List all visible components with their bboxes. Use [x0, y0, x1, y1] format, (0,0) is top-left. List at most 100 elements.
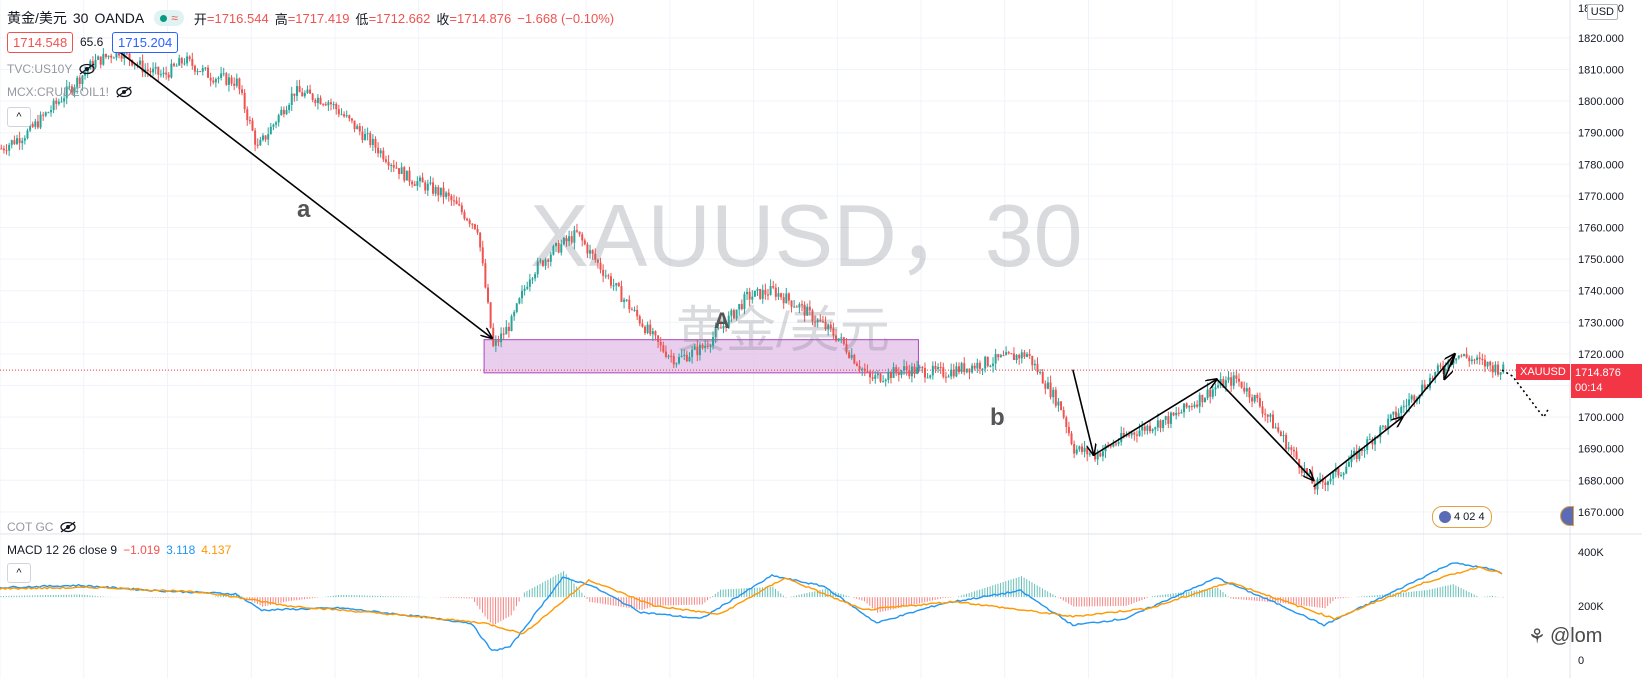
- candle-body: [1402, 406, 1405, 408]
- candle-body: [450, 195, 453, 201]
- candle-body: [1190, 406, 1193, 408]
- delay-icon: ≈: [171, 11, 178, 25]
- candle-body: [13, 140, 16, 144]
- price-tick-label: 1780.000: [1578, 159, 1624, 171]
- indicator-mcx[interactable]: MCX:CRUDEOIL1!: [7, 85, 133, 99]
- interval-label[interactable]: 30: [72, 10, 89, 26]
- candle-body: [112, 57, 115, 59]
- events-badge[interactable]: 4 02 4: [1432, 506, 1492, 528]
- spread-value: 65.6: [80, 35, 104, 49]
- indicator-cot-label: COT GC: [7, 520, 54, 534]
- candle-body: [968, 368, 971, 373]
- candle-body: [780, 293, 783, 298]
- collapse-lower-legend-button[interactable]: ^: [7, 563, 31, 583]
- candle-body: [330, 102, 332, 105]
- candle-body: [1169, 412, 1172, 424]
- candle-body: [269, 126, 272, 135]
- macd-signal-value: 4.137: [201, 543, 232, 557]
- candle-body: [1141, 426, 1144, 431]
- price-tick-label: 1770.000: [1578, 191, 1624, 203]
- candle-body: [840, 337, 843, 339]
- collapse-legend-button[interactable]: ^: [7, 107, 31, 127]
- candle-body: [769, 286, 772, 295]
- candle-body: [1057, 401, 1060, 406]
- candle-body: [871, 377, 874, 379]
- sell-price-box[interactable]: 1714.548: [7, 32, 74, 53]
- candle-body: [261, 135, 264, 140]
- candle-body: [248, 120, 251, 122]
- candle-body: [424, 182, 427, 191]
- candle-body: [411, 181, 414, 185]
- candle-body: [343, 114, 346, 117]
- buy-price-box[interactable]: 1715.204: [112, 32, 179, 53]
- candle-body: [1329, 478, 1332, 482]
- close-label: 收: [436, 11, 450, 27]
- candle-body: [487, 287, 489, 303]
- candle-body: [531, 278, 534, 280]
- candle-body: [1046, 382, 1049, 389]
- candle-body: [678, 356, 681, 364]
- candle-body: [1198, 394, 1201, 407]
- candle-body: [322, 104, 325, 106]
- candle-body: [1277, 427, 1280, 432]
- eye-hidden-icon[interactable]: [115, 86, 133, 98]
- candle-body: [65, 86, 68, 99]
- last-price-tag: 1714.876 00:14: [1571, 364, 1642, 398]
- candle-body: [965, 368, 968, 373]
- candle-body: [107, 55, 110, 57]
- candle-body: [636, 309, 639, 317]
- indicator-macd[interactable]: MACD 12 26 close 9 −1.019 3.118 4.137: [7, 543, 231, 557]
- candle-body: [327, 102, 330, 106]
- event-flag-icon[interactable]: [1560, 506, 1574, 526]
- candle-body: [31, 123, 34, 127]
- candle-body: [70, 86, 73, 93]
- eye-hidden-icon[interactable]: [59, 521, 77, 533]
- candle-body: [238, 78, 241, 90]
- candle-body: [466, 218, 469, 221]
- candle-body: [1455, 358, 1458, 361]
- candle-body: [392, 164, 395, 168]
- eye-hidden-icon[interactable]: [78, 63, 96, 75]
- candle-body: [1154, 427, 1157, 430]
- candle-body: [452, 200, 455, 202]
- candle-body: [863, 368, 866, 372]
- currency-button[interactable]: USD: [1586, 4, 1618, 20]
- indicator-cot[interactable]: COT GC: [7, 520, 77, 534]
- candle-body: [939, 367, 942, 369]
- candle-body: [714, 328, 717, 338]
- candle-body: [1117, 442, 1120, 444]
- candle-body: [1203, 397, 1206, 403]
- indicator-tvc[interactable]: TVC:US10Y: [7, 62, 96, 76]
- candle-body: [479, 232, 482, 248]
- events-label: 4 02 4: [1454, 511, 1485, 523]
- symbol-name[interactable]: 黄金/美元: [7, 10, 67, 26]
- last-price-value: 1714.876: [1575, 367, 1621, 379]
- candle-body: [468, 220, 471, 224]
- candle-body: [1387, 418, 1390, 430]
- candle-body: [1217, 385, 1220, 388]
- candle-body: [157, 66, 160, 75]
- candle-body: [934, 365, 937, 370]
- candle-body: [1211, 389, 1214, 397]
- candle-body: [952, 369, 955, 377]
- price-tick-label: 1740.000: [1578, 286, 1624, 298]
- candle-body: [1374, 437, 1377, 445]
- candle-body: [1287, 447, 1290, 450]
- candle-body: [18, 138, 21, 144]
- candle-body: [706, 345, 709, 347]
- candle-body: [1172, 412, 1175, 416]
- candle-body: [832, 328, 835, 336]
- candle-body: [42, 114, 45, 116]
- candle-body: [97, 56, 100, 60]
- market-status-icon[interactable]: ≈: [154, 10, 184, 26]
- wave-arrow: [1313, 417, 1403, 488]
- candle-body: [510, 316, 513, 332]
- candle-body: [777, 293, 780, 297]
- candle-body: [764, 289, 767, 295]
- candle-body: [458, 204, 461, 206]
- candle-body: [94, 59, 97, 68]
- candle-body: [722, 325, 725, 329]
- candle-body: [1146, 425, 1149, 431]
